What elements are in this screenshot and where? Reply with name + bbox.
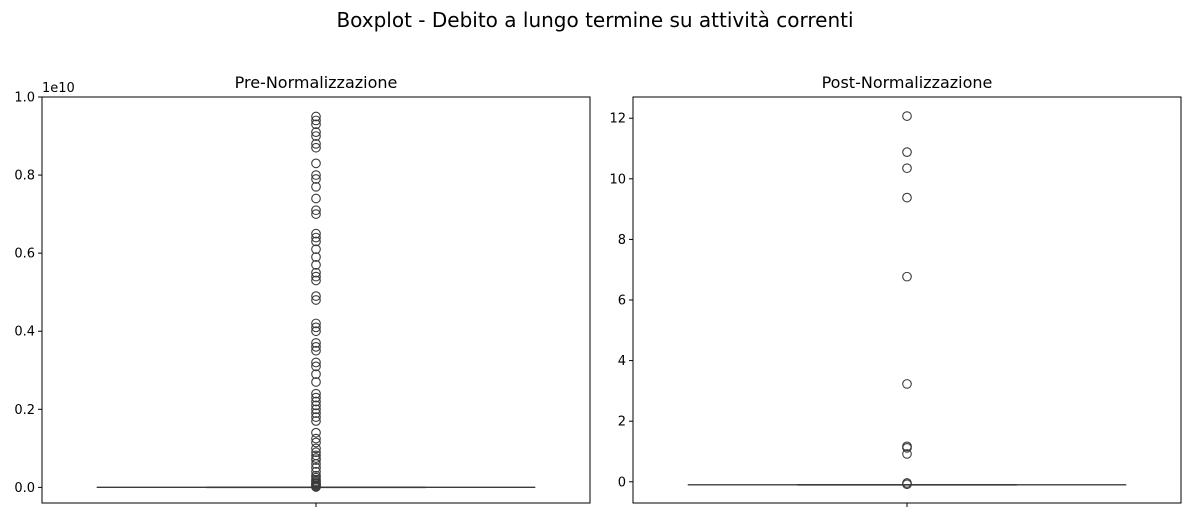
outlier-point (311, 228, 321, 239)
y-tick-label: 0.2 (14, 403, 35, 418)
outlier-point (311, 295, 321, 305)
outlier-point (311, 142, 321, 153)
y-tick-label: 0.0 (14, 481, 35, 496)
outlier-point (311, 437, 321, 448)
outlier-point (311, 416, 321, 426)
outlier-point (902, 478, 912, 488)
outlier-point (311, 275, 321, 286)
outlier-point (311, 119, 321, 130)
outlier-point (902, 111, 912, 121)
outlier-point (311, 111, 321, 122)
outlier-point (311, 453, 321, 463)
outlier-point (311, 400, 321, 411)
outlier-point (311, 443, 321, 454)
outlier-point (311, 326, 321, 337)
y-tick-label: 2 (618, 415, 626, 430)
outlier-point (311, 174, 321, 184)
outlier-point (311, 322, 321, 333)
y-axis: 0.0 0.2 0.4 0.6 0.8 1.0 (14, 91, 42, 496)
y-tick-label: 1.0 (14, 91, 35, 106)
outlier-point (311, 463, 321, 473)
outlier-point (311, 209, 321, 219)
outlier-point (311, 338, 321, 348)
outlier-point (311, 396, 321, 407)
y-tick-label: 0.8 (14, 169, 35, 184)
y-offset-label: 1e10 (42, 81, 75, 96)
outlier-point (311, 433, 321, 444)
y-tick-label: 0.4 (14, 325, 35, 340)
outlier-point (311, 408, 321, 419)
outlier-point (311, 127, 321, 137)
y-tick-label: 0.6 (14, 247, 35, 262)
outlier-point (311, 392, 321, 403)
outlier-point (311, 267, 321, 278)
outlier-point (311, 404, 321, 415)
y-tick-label: 12 (609, 112, 626, 127)
outlier-point (311, 131, 321, 141)
outlier-point (311, 369, 321, 380)
outlier-point (902, 192, 912, 203)
outlier-point (311, 115, 321, 126)
y-tick-label: 10 (609, 172, 626, 187)
outlier-point (311, 138, 321, 149)
y-tick-label: 8 (618, 233, 626, 248)
outlier-point (311, 291, 321, 301)
outlier-point (311, 470, 321, 481)
outlier-group (902, 111, 912, 490)
y-axis: 0 2 4 6 8 10 12 (609, 112, 633, 490)
outlier-point (902, 379, 912, 389)
outlier-point (311, 388, 321, 399)
outlier-point (902, 441, 912, 452)
outlier-point (311, 244, 321, 255)
outlier-point (311, 361, 321, 372)
outlier-point (311, 252, 321, 262)
outlier-point (311, 158, 321, 169)
outlier-group (311, 111, 321, 492)
panel-pre-normalizzazione: Pre-Normalizzazione 1e10 0.0 0.2 0.4 0.6 0.8… (14, 73, 591, 507)
panel-title: Post-Normalizzazione (822, 73, 993, 92)
outlier-point (902, 449, 912, 459)
outlier-point (311, 412, 321, 422)
outlier-point (311, 377, 321, 387)
outlier-point (311, 205, 321, 216)
outlier-point (311, 341, 321, 352)
outlier-point (311, 447, 321, 458)
outlier-point (902, 271, 912, 282)
outlier-point (311, 345, 321, 356)
outlier-point (311, 236, 321, 247)
outlier-point (311, 260, 321, 270)
panel-title: Pre-Normalizzazione (235, 73, 398, 92)
outlier-point (311, 357, 321, 368)
y-tick-label: 6 (618, 294, 626, 309)
panel-post-normalizzazione: Post-Normalizzazione 0 2 4 6 8 10 12 (609, 73, 1182, 507)
outlier-point (311, 232, 321, 243)
y-tick-label: 0 (618, 475, 626, 490)
outlier-point (311, 170, 321, 180)
y-tick-label: 4 (618, 354, 626, 369)
outlier-point (311, 271, 321, 282)
outlier-point (311, 427, 321, 438)
figure-suptitle: Boxplot - Debito a lungo termine su atti… (336, 8, 853, 32)
outlier-point (902, 163, 912, 174)
outlier-point (311, 466, 321, 477)
outlier-point (311, 193, 321, 204)
outlier-point (311, 181, 321, 192)
outlier-point (311, 450, 321, 461)
outlier-point (902, 147, 912, 157)
outlier-point (311, 318, 321, 329)
